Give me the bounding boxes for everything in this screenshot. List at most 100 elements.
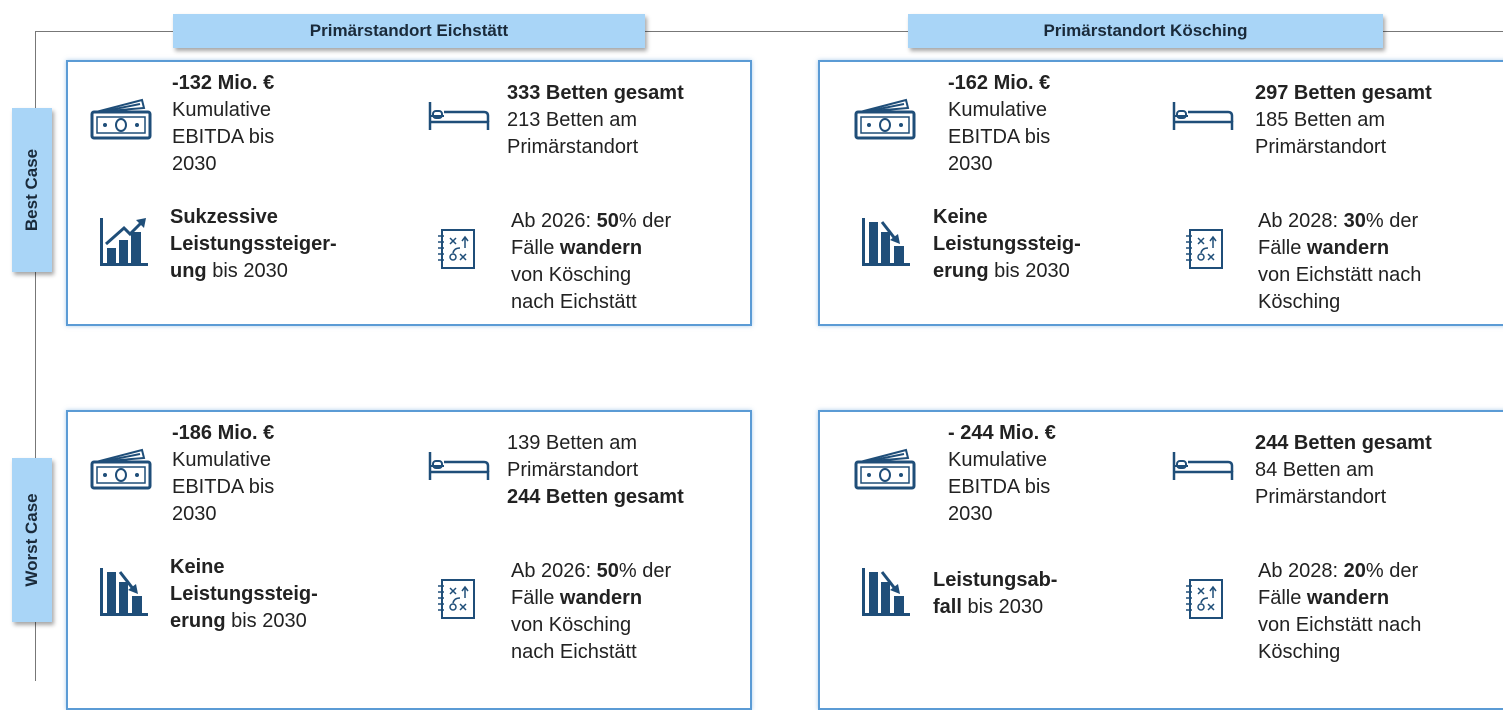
text: Fälle (1258, 237, 1307, 259)
text: Primärstandort (1255, 135, 1387, 158)
text: Kumulative (172, 99, 271, 121)
money-icon (854, 98, 916, 140)
migration-text: Ab 2028: 20% der Fälle wandern von Eichstä… (1258, 558, 1421, 666)
text-line: erung bis 2030 (170, 608, 318, 635)
text-line: 185 Betten am (1255, 107, 1432, 134)
money-icon (90, 448, 152, 490)
text-line: Kösching (1258, 639, 1421, 666)
text-line: von Eichstätt nach (1258, 612, 1421, 639)
up-icon (100, 218, 148, 266)
text-line: 2030 (948, 501, 1056, 528)
text: von Kösching (511, 614, 632, 636)
text: EBITDA bis (948, 126, 1051, 148)
bold-text: Leistungssteig- (933, 232, 1081, 255)
text-line: Kösching (1258, 289, 1421, 316)
text-line: ung bis 2030 (170, 258, 337, 285)
slide: -132 Mio. € Kumulative EBITDA bis 2030 333 B… (12, 14, 1503, 710)
text-line: Primärstandort (1255, 484, 1432, 511)
down-icon (100, 568, 148, 616)
text-line: Fälle wandern (511, 235, 671, 262)
text-line: von Kösching (511, 612, 671, 639)
text-line: EBITDA bis (172, 124, 274, 151)
text-line: -186 Mio. € (172, 420, 274, 447)
scenario-box: -132 Mio. € Kumulative EBITDA bis 2030 333 B… (66, 60, 752, 326)
text: Kumulative (948, 99, 1047, 121)
bold-text: 333 Betten gesamt (507, 81, 684, 104)
bold-text: - 244 Mio. € (948, 422, 1056, 444)
text: 139 Betten am (507, 431, 638, 454)
text: % der (618, 210, 672, 232)
text-line: Fälle wandern (1258, 235, 1421, 262)
row-label: Worst Case (22, 493, 41, 587)
ebitda-text: -162 Mio. € Kumulative EBITDA bis 2030 (948, 70, 1050, 178)
bold-text: 50 (596, 560, 619, 582)
text-line: Kumulative (172, 447, 274, 474)
performance-text: Leistungsab-fall bis 2030 (933, 567, 1057, 621)
text-line: Leistungsab- (933, 567, 1057, 594)
bold-text: wandern (559, 237, 643, 259)
text: Ab 2026: (511, 210, 597, 232)
bold-text: Sukzessive (170, 205, 278, 228)
text: Primärstandort (507, 458, 639, 481)
text-line: 139 Betten am (507, 430, 684, 457)
text: 2030 (948, 153, 993, 175)
bold-text: 20 (1343, 560, 1366, 582)
text-line: von Kösching (511, 262, 671, 289)
migration-text: Ab 2026: 50% der Fälle wandern von Köschin… (511, 558, 671, 666)
scenario-box: -186 Mio. € Kumulative EBITDA bis 2030 139 B… (66, 410, 752, 710)
text-line: Primärstandort (507, 134, 684, 161)
performance-text: Sukzessive Leistungssteiger-ung bis 2030 (170, 204, 337, 285)
text-line: EBITDA bis (948, 124, 1050, 151)
bold-text: -132 Mio. € (172, 72, 275, 94)
text: EBITDA bis (172, 476, 275, 498)
text-line: Primärstandort (1255, 134, 1432, 161)
bold-text: Leistungssteiger- (170, 232, 337, 255)
text-line: Ab 2028: 20% der (1258, 558, 1421, 585)
down-icon (862, 568, 910, 616)
text: EBITDA bis (948, 476, 1051, 498)
text: von Eichstätt nach (1258, 614, 1422, 636)
text-line: fall bis 2030 (933, 594, 1057, 621)
text-line: Leistungssteig- (933, 231, 1081, 258)
text-line: 2030 (948, 151, 1050, 178)
text-line: erung bis 2030 (933, 258, 1081, 285)
bold-text: -186 Mio. € (172, 422, 275, 444)
bold-text: -162 Mio. € (948, 72, 1051, 94)
column-header: Primärstandort Kösching (908, 14, 1383, 48)
migration-icon (1186, 579, 1223, 619)
row-header: Best Case (12, 108, 52, 272)
text: nach Eichstätt (511, 641, 637, 663)
text: % der (1365, 560, 1419, 582)
text: Ab 2028: (1258, 210, 1344, 232)
text-line: EBITDA bis (172, 474, 274, 501)
bold-text: wandern (559, 587, 643, 609)
text-line: Primärstandort (507, 457, 684, 484)
text: % der (1365, 210, 1419, 232)
text: Kumulative (948, 449, 1047, 471)
text: Fälle (1258, 587, 1307, 609)
text: Kösching (1258, 291, 1341, 313)
text-line: Leistungssteig- (170, 581, 318, 608)
bold-text: 297 Betten gesamt (1255, 81, 1432, 104)
text-line: Kumulative (948, 447, 1056, 474)
bold-text: fall (933, 596, 962, 618)
ebitda-text: - 244 Mio. € Kumulative EBITDA bis 2030 (948, 420, 1056, 528)
text-line: 2030 (172, 151, 274, 178)
beds-text: 333 Betten gesamt 213 Betten am Primärstan… (507, 80, 684, 161)
bed-icon (428, 102, 490, 130)
text: Primärstandort (1255, 485, 1387, 508)
text-line: Ab 2026: 50% der (511, 558, 671, 585)
text-line: 297 Betten gesamt (1255, 80, 1432, 107)
migration-icon (438, 579, 475, 619)
ebitda-text: -132 Mio. € Kumulative EBITDA bis 2030 (172, 70, 274, 178)
text-line: 2030 (172, 501, 274, 528)
text: 213 Betten am (507, 108, 638, 131)
ebitda-text: -186 Mio. € Kumulative EBITDA bis 2030 (172, 420, 274, 528)
migration-text: Ab 2028: 30% der Fälle wandern von Eichstä… (1258, 208, 1421, 316)
text-line: von Eichstätt nach (1258, 262, 1421, 289)
money-icon (854, 448, 916, 490)
text: bis 2030 (225, 609, 307, 632)
down-icon (862, 218, 910, 266)
beds-text: 244 Betten gesamt 84 Betten am Primärstand… (1255, 430, 1432, 511)
text: Kumulative (172, 449, 271, 471)
